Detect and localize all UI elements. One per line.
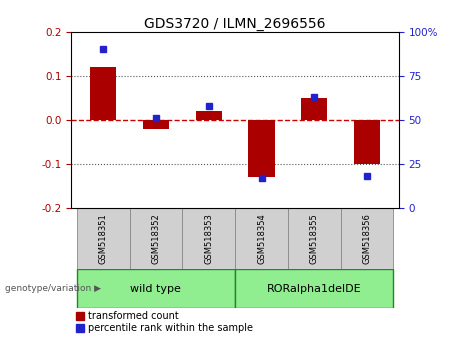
Text: GSM518355: GSM518355 (310, 213, 319, 264)
Text: genotype/variation ▶: genotype/variation ▶ (5, 284, 100, 293)
Legend: transformed count, percentile rank within the sample: transformed count, percentile rank withi… (77, 311, 253, 333)
Text: GSM518353: GSM518353 (204, 213, 213, 264)
Text: GSM518354: GSM518354 (257, 213, 266, 264)
Bar (235, 208, 288, 269)
Text: GSM518351: GSM518351 (99, 213, 107, 264)
Bar (341, 208, 394, 269)
Text: wild type: wild type (130, 284, 181, 294)
Bar (235, 269, 394, 308)
Bar (90, 67, 116, 120)
Bar (77, 208, 130, 269)
Text: GSM518352: GSM518352 (151, 213, 160, 264)
Title: GDS3720 / ILMN_2696556: GDS3720 / ILMN_2696556 (144, 17, 326, 31)
Bar (143, 120, 169, 129)
Bar (288, 208, 341, 269)
Text: GSM518356: GSM518356 (363, 213, 372, 264)
Text: RORalpha1delDE: RORalpha1delDE (267, 284, 361, 294)
Bar (248, 120, 275, 177)
Bar (301, 98, 327, 120)
Bar (354, 120, 380, 164)
Bar (195, 111, 222, 120)
Bar (130, 208, 182, 269)
Bar (77, 269, 235, 308)
Bar (182, 208, 235, 269)
